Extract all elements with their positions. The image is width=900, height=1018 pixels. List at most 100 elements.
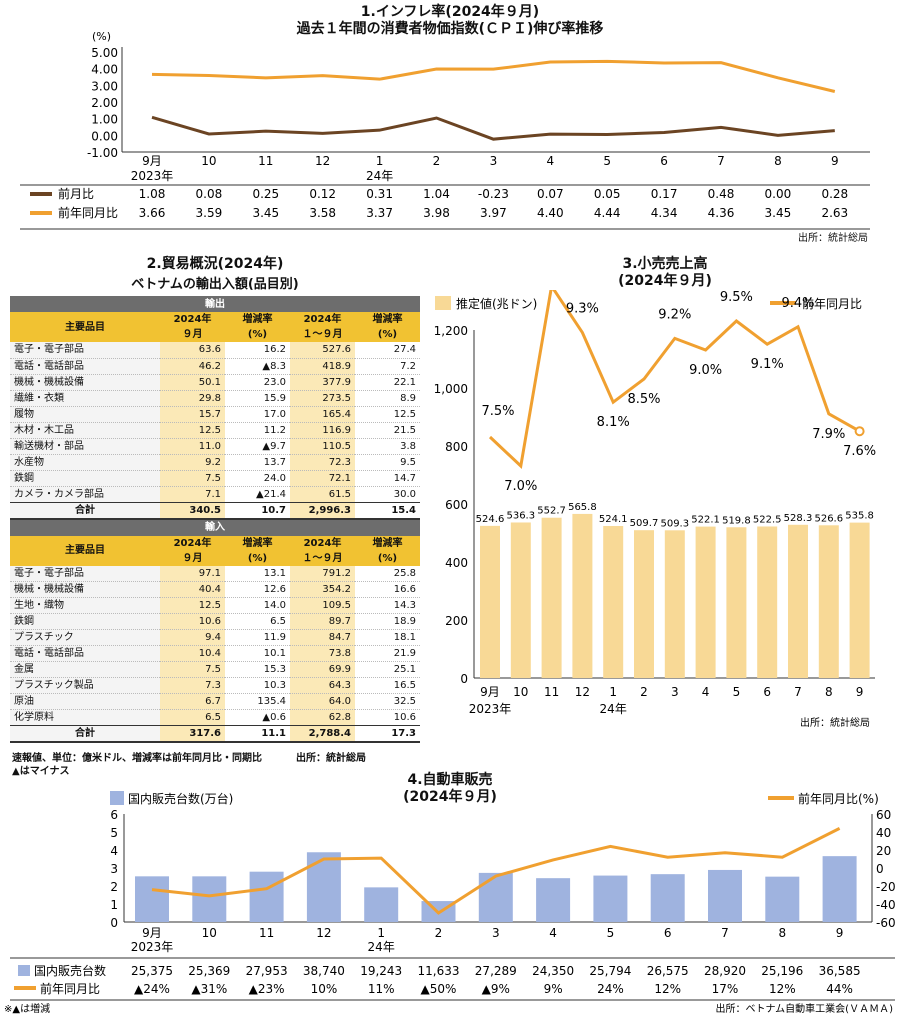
trade-cell: 10.3 (225, 677, 290, 694)
car-month-label: 11 (259, 926, 274, 940)
cpi-row-value: 3.45 (252, 206, 279, 220)
cpi-month-label: 3 (490, 154, 498, 168)
car-bar-legend: 国内販売台数(万台) (128, 791, 233, 806)
table-row: 電話・電話部品 46.2 ▲8.3 418.9 7.2 (10, 358, 420, 375)
retail-month-label: 7 (794, 685, 802, 699)
retail-yoy-label: 8.5% (627, 392, 660, 407)
car-right-tick: 60 (876, 808, 891, 822)
trade-subtitle: ベトナムの輸出入額(品目別) (131, 277, 299, 292)
car-right-tick: -20 (876, 880, 896, 894)
car-yoy-value: ▲24% (134, 982, 170, 996)
trade-note-1: 速報値、単位：億米ドル、増減率は前年同月比・同期比 (12, 753, 262, 764)
trade-total-cell: 17.3 (355, 725, 420, 743)
car-units-value: 25,369 (188, 964, 230, 978)
retail-ytick: 1,200 (434, 324, 468, 338)
trade-cell: 61.5 (290, 486, 355, 503)
cpi-ytick: 1.00 (91, 113, 118, 127)
car-yoy-value: 12% (769, 982, 796, 996)
cpi-row-value: 3.58 (309, 206, 336, 220)
cpi-row-value: 3.98 (423, 206, 450, 220)
trade-cell: 15.7 (160, 406, 225, 423)
retail-bar-label: 565.8 (568, 502, 597, 513)
cpi-row-value: 3.66 (139, 206, 166, 220)
table-row: 履物 15.7 17.0 165.4 12.5 (10, 406, 420, 423)
retail-yoy-line (488, 290, 861, 470)
retail-bar (788, 524, 808, 678)
car-bar (765, 876, 800, 922)
trade-cell: 273.5 (290, 390, 355, 407)
trade-cell: 18.1 (355, 629, 420, 646)
car-yoy-value: 11% (368, 982, 395, 996)
car-bar (822, 856, 857, 922)
retail-source: 出所：統計総局 (800, 716, 870, 729)
trade-cell: 30.0 (355, 486, 420, 503)
trade-item-name: 機械・機械設備 (10, 581, 160, 598)
trade-cell: 7.3 (160, 677, 225, 694)
car-month-label: 9 (836, 926, 844, 940)
trade-cell: 11.0 (160, 438, 225, 455)
trade-cell: 354.2 (290, 581, 355, 598)
trade-cell: 16.5 (355, 677, 420, 694)
retail-bar-label: 519.8 (722, 515, 751, 526)
table-row: 木材・木工品 12.5 11.2 116.9 21.5 (10, 422, 420, 439)
trade-cell: 73.8 (290, 645, 355, 662)
trade-cell: 14.7 (355, 470, 420, 487)
retail-ytick: 1,000 (434, 382, 468, 396)
retail-bar-label: 535.8 (845, 511, 874, 522)
trade-cell: 116.9 (290, 422, 355, 439)
cpi-row-value: 0.48 (708, 187, 735, 201)
trade-title: 2.貿易概況(2024年) (146, 256, 284, 272)
car-month-label: 6 (664, 926, 672, 940)
trade-col-header: 増減率 (%) (225, 312, 290, 342)
trade-total-label: 合計 (10, 725, 160, 743)
car-month-label: 12 (316, 926, 331, 940)
trade-cell: 165.4 (290, 406, 355, 423)
car-row1-label: 国内販売台数 (34, 963, 106, 978)
retail-title-line1: 3.小売売上高 (622, 256, 708, 272)
car-left-tick: 6 (110, 808, 118, 822)
car-bar (135, 876, 169, 922)
cpi-row-value: 0.17 (651, 187, 678, 201)
car-month-label: 7 (721, 926, 729, 940)
cpi-row-value: 3.45 (765, 206, 792, 220)
trade-item-name: 電話・電話部品 (10, 645, 160, 662)
retail-bar (541, 517, 562, 678)
car-units-value: 25,375 (131, 964, 173, 978)
trade-cell: 6.5 (160, 709, 225, 726)
table-row: 電子・電子部品 63.6 16.2 527.6 27.4 (10, 342, 420, 359)
table-row: 電子・電子部品 97.1 13.1 791.2 25.8 (10, 565, 420, 582)
trade-cell: 109.5 (290, 597, 355, 614)
car-units-value: 27,953 (246, 964, 288, 978)
car-row1-swatch (18, 965, 30, 976)
trade-cell: 14.3 (355, 597, 420, 614)
retail-bar (634, 530, 654, 678)
trade-item-name: プラスチック (10, 629, 160, 646)
car-right-tick: -40 (876, 898, 896, 912)
car-left-tick: 1 (110, 898, 118, 912)
trade-total-cell: 2,996.3 (290, 501, 355, 520)
cpi-ytick: 5.00 (91, 46, 118, 60)
car-row2-label: 前年同月比 (40, 981, 100, 996)
trade-col-header: 2024年 ９月 (160, 312, 225, 342)
retail-ytick: 600 (445, 498, 468, 512)
cpi-row-value: 4.44 (594, 206, 621, 220)
car-yoy-value: ▲31% (191, 982, 227, 996)
car-units-value: 11,633 (418, 964, 460, 978)
trade-col-header: 2024年 １～９月 (290, 312, 355, 342)
retail-month-label: 9月 (480, 685, 500, 699)
trade-cell: 84.7 (290, 629, 355, 646)
cpi-unit: (%) (92, 30, 111, 43)
table-row: 水産物 9.2 13.7 72.3 9.5 (10, 454, 420, 471)
car-units-value: 28,920 (704, 964, 746, 978)
car-yoy-value: ▲50% (421, 982, 457, 996)
trade-cell: 11.9 (225, 629, 290, 646)
trade-cell: 3.8 (355, 438, 420, 455)
trade-cell: 62.8 (290, 709, 355, 726)
car-month-label: 8 (778, 926, 786, 940)
retail-year-label: 2023年 (469, 702, 512, 716)
cpi-title-line2: 過去１年間の消費者物価指数(ＣＰＩ)伸び率推移 (296, 21, 604, 37)
trade-cell: 32.5 (355, 693, 420, 710)
retail-month-label: 12 (575, 685, 590, 699)
cpi-row-value: 0.28 (821, 187, 848, 201)
trade-item-name: 鉄鋼 (10, 470, 160, 487)
